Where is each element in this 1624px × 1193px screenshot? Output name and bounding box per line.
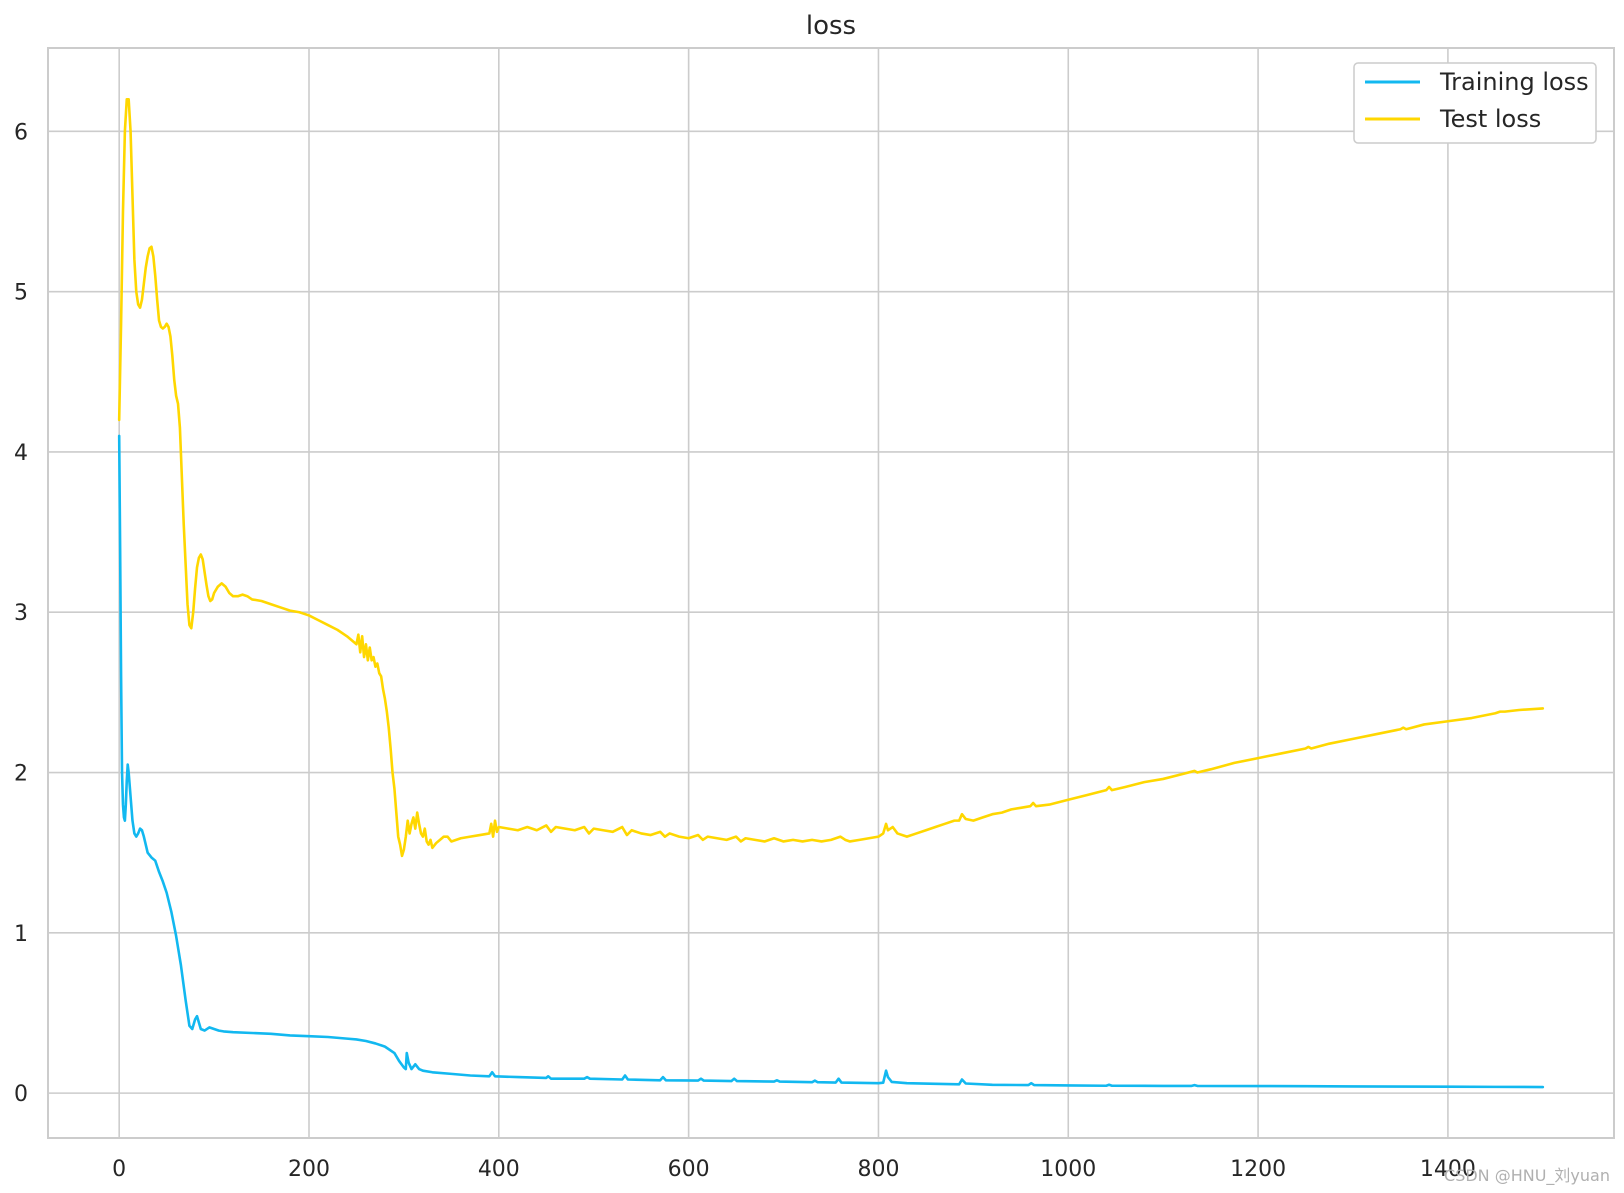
series-line-training-loss bbox=[117, 434, 1545, 1089]
grid-lines bbox=[48, 48, 1614, 1138]
legend-label-test-loss: Test loss bbox=[1439, 105, 1541, 133]
x-tick-label-800: 800 bbox=[857, 1157, 899, 1182]
plot-frame bbox=[47, 47, 1615, 1139]
legend-label-training-loss: Training loss bbox=[1439, 68, 1589, 96]
plot-area-background bbox=[48, 48, 1614, 1138]
x-tick-label-0: 0 bbox=[112, 1157, 126, 1182]
y-tick-label-6: 6 bbox=[14, 120, 28, 145]
x-tick-label-1200: 1200 bbox=[1230, 1157, 1286, 1182]
x-tick-label-200: 200 bbox=[288, 1157, 330, 1182]
x-tick-label-400: 400 bbox=[478, 1157, 520, 1182]
y-tick-label-2: 2 bbox=[14, 762, 28, 787]
x-tick-label-1000: 1000 bbox=[1040, 1157, 1096, 1182]
legend: Training loss Test loss bbox=[1353, 62, 1597, 144]
series-lines bbox=[117, 97, 1545, 1089]
x-tick-label-600: 600 bbox=[668, 1157, 710, 1182]
y-tick-label-0: 0 bbox=[14, 1082, 28, 1107]
y-tick-label-5: 5 bbox=[14, 281, 28, 306]
x-tick-label-1400: 1400 bbox=[1420, 1157, 1476, 1182]
y-tick-label-4: 4 bbox=[14, 441, 28, 466]
watermark: CSDN @HNU_刘yuan bbox=[1444, 1166, 1610, 1186]
series-line-test-loss bbox=[117, 97, 1545, 858]
chart-title: loss bbox=[806, 11, 856, 41]
y-tick-label-1: 1 bbox=[14, 922, 28, 947]
y-tick-label-3: 3 bbox=[14, 601, 28, 626]
tick-labels: 0 200 400 600 800 1000 1200 1400 0 1 2 3 4 5 6 bbox=[14, 120, 1476, 1182]
